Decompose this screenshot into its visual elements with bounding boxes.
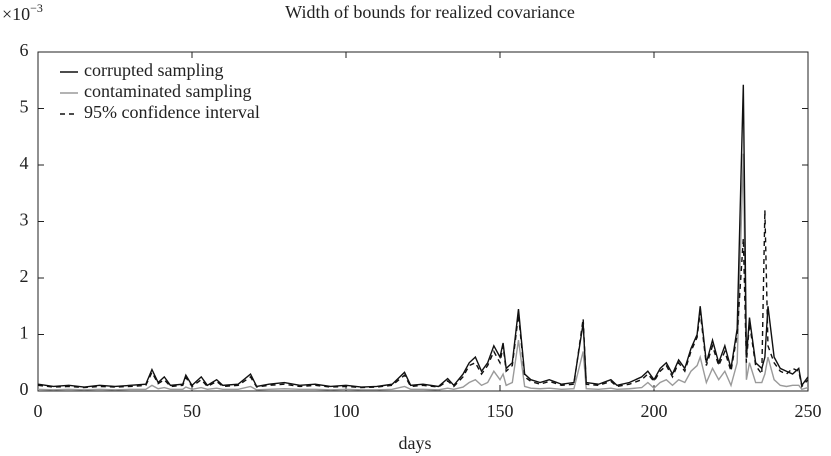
- y-tick-label: 6: [20, 40, 29, 60]
- x-tick-label: 200: [641, 401, 668, 421]
- x-tick-label: 100: [333, 401, 360, 421]
- x-tick-label: 0: [34, 401, 43, 421]
- x-axis-label: days: [399, 433, 432, 453]
- series-line: [37, 210, 809, 389]
- y-tick-label: 5: [20, 97, 29, 117]
- y-tick-label: 2: [20, 266, 29, 286]
- legend-label: 95% confidence interval: [84, 102, 260, 122]
- y-tick-label: 1: [20, 323, 29, 343]
- y-multiplier: ×10−3: [2, 1, 43, 24]
- y-tick-label: 0: [20, 379, 29, 399]
- x-tick-label: 150: [487, 401, 514, 421]
- series-line: [37, 153, 809, 391]
- y-multiplier-exponent: −3: [30, 1, 43, 15]
- series-line: [37, 84, 809, 388]
- chart-title: Width of bounds for realized covariance: [285, 2, 575, 22]
- legend-label: corrupted sampling: [84, 60, 223, 80]
- y-multiplier-base: ×10: [2, 4, 30, 24]
- y-tick-label: 3: [20, 210, 29, 230]
- legend-label: contaminated sampling: [84, 81, 251, 101]
- x-tick-label: 250: [795, 401, 822, 421]
- x-tick-label: 50: [183, 401, 201, 421]
- y-tick-label: 4: [20, 153, 29, 173]
